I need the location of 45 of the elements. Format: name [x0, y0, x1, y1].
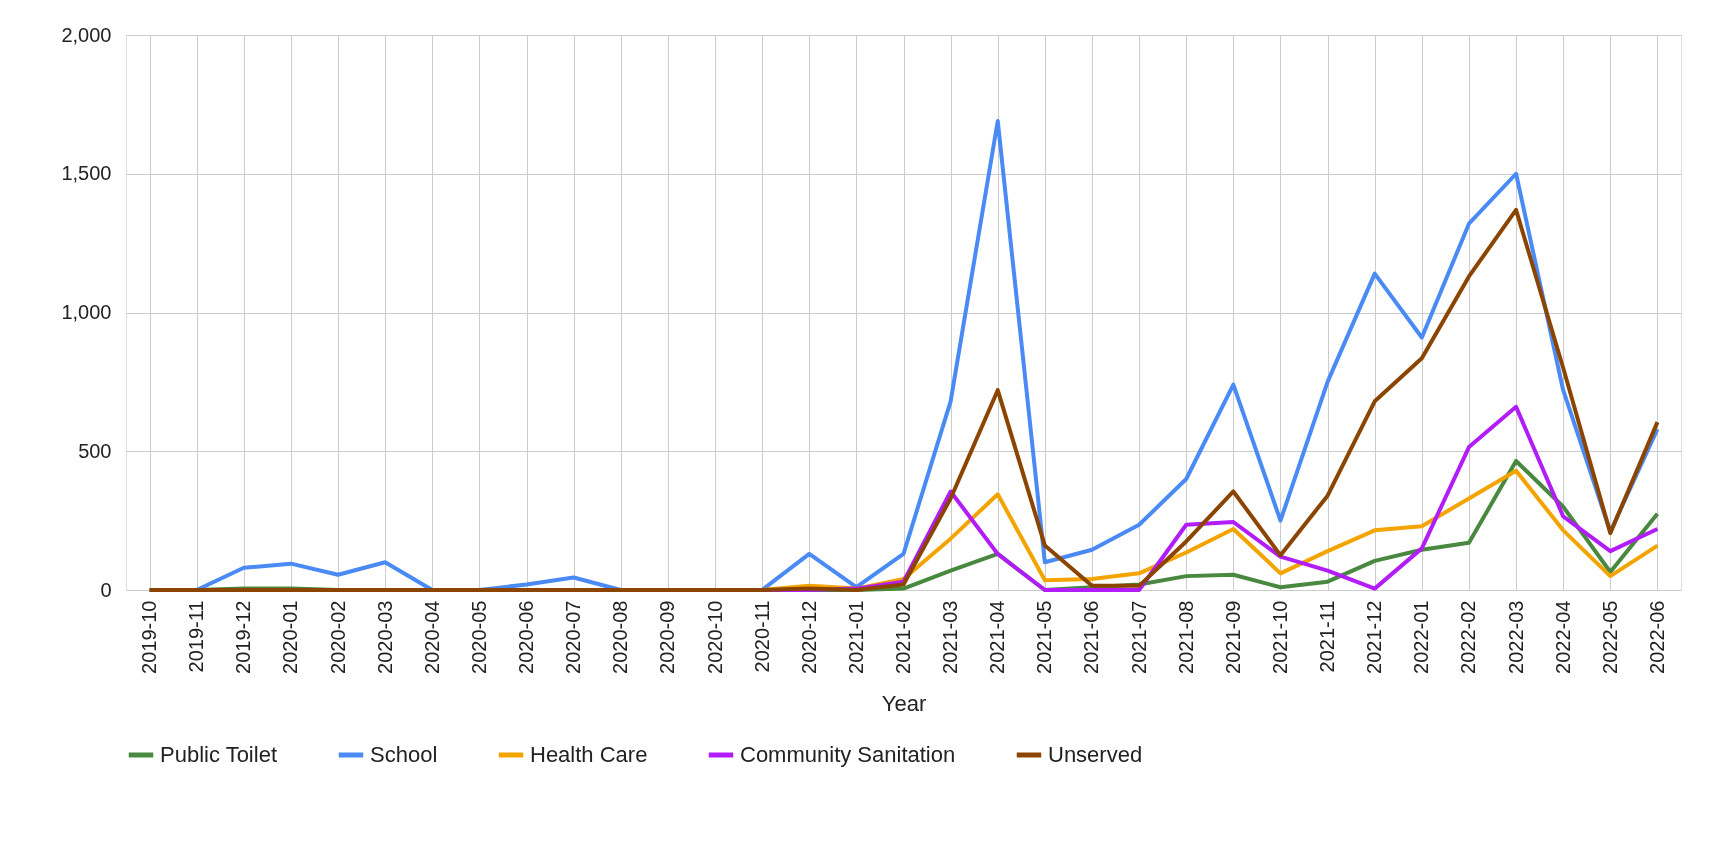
- x-tick-label: 2020-11: [750, 600, 773, 673]
- x-tick-label: 2021-12: [1363, 600, 1386, 674]
- x-tick-label: 2022-01: [1410, 600, 1433, 674]
- x-tick-label: 2019-12: [232, 600, 255, 674]
- x-tick-label: 2022-02: [1457, 600, 1480, 674]
- legend-label: Public Toilet: [160, 742, 277, 767]
- x-tick-label: 2022-04: [1551, 600, 1574, 674]
- x-tick-label: 2021-04: [986, 600, 1009, 674]
- x-tick-label: 2021-03: [939, 600, 962, 674]
- x-tick-label: 2020-04: [420, 600, 443, 674]
- line-series: [147, 207, 1660, 592]
- x-tick-label: 2020-06: [515, 600, 538, 674]
- y-tick-label: 2,000: [61, 23, 112, 46]
- legend-label: Health Care: [530, 742, 648, 767]
- x-tick-label: 2020-10: [703, 600, 726, 674]
- x-tick-label: 2020-05: [467, 600, 490, 674]
- x-axis-title: Year: [881, 690, 927, 716]
- x-tick-label: 2020-01: [279, 600, 302, 674]
- x-tick-label: 2021-07: [1127, 600, 1150, 674]
- x-tick-label: 2019-11: [185, 600, 208, 673]
- y-tick-label: 500: [78, 439, 112, 462]
- x-tick-label: 2021-01: [844, 600, 867, 674]
- y-tick-label: 1,000: [61, 301, 112, 323]
- x-tick-label: 2020-03: [373, 600, 396, 674]
- x-tick-label: 2022-06: [1645, 600, 1668, 674]
- y-tick-label: 0: [100, 578, 112, 601]
- x-tick-label: 2020-12: [797, 600, 820, 674]
- x-tick-label: 2022-03: [1504, 600, 1527, 674]
- x-tick-label: 2021-09: [1221, 600, 1244, 674]
- x-tick-label: 2022-05: [1598, 600, 1621, 674]
- x-tick-label: 2021-11: [1316, 600, 1339, 673]
- x-tick-label: 2021-06: [1080, 600, 1103, 674]
- x-tick-label: 2020-09: [656, 600, 679, 674]
- x-tick-label: 2021-05: [1033, 600, 1056, 674]
- x-tick-label: 2021-10: [1268, 600, 1291, 674]
- x-tick-label: 2021-02: [892, 600, 914, 674]
- x-tick-label: 2019-10: [138, 600, 161, 674]
- x-tick-label: 2020-02: [326, 600, 349, 674]
- legend-label: School: [370, 742, 438, 767]
- y-tick-label: 1,500: [61, 162, 112, 185]
- x-tick-label: 2020-07: [562, 600, 585, 674]
- legend-label: Community Sanitation: [740, 742, 956, 767]
- x-tick-label: 2020-08: [609, 600, 632, 674]
- x-tick-label: 2021-08: [1174, 600, 1197, 674]
- legend-label: Unserved: [1048, 742, 1143, 767]
